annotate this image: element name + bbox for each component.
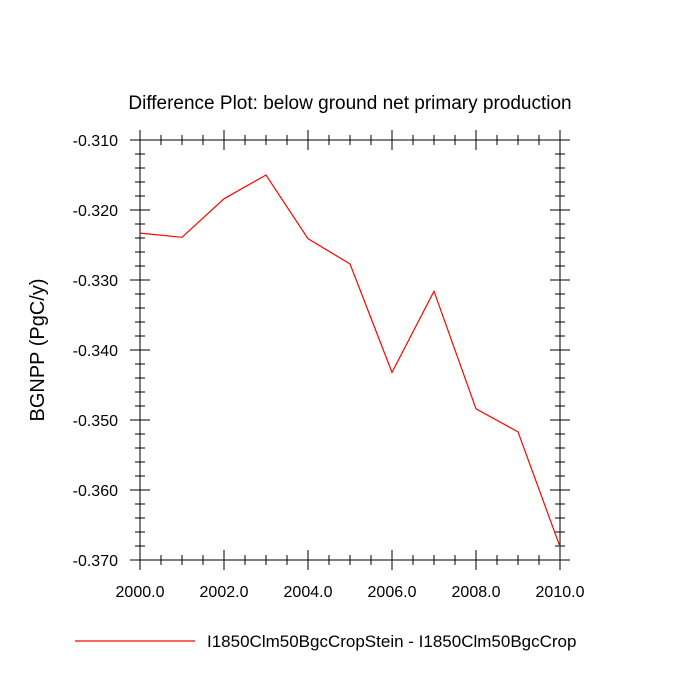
plot-frame <box>139 139 561 561</box>
y-axis-label: BGNPP (PgC/y) <box>27 279 49 422</box>
x-tick-label: 2000.0 <box>116 584 165 601</box>
x-tick-label: 2008.0 <box>452 584 501 601</box>
x-tick-label: 2010.0 <box>536 584 585 601</box>
series-group <box>139 174 561 547</box>
y-tick-label: -0.350 <box>73 413 118 430</box>
y-tick-label: -0.370 <box>73 553 118 570</box>
x-tick-label: 2002.0 <box>200 584 249 601</box>
y-tick-label: -0.360 <box>73 483 118 500</box>
y-tick-label: -0.320 <box>73 203 118 220</box>
axes: 2000.0 2002.0 2004.0 2006.0 2008.0 2010.0 -0.3… <box>73 130 585 601</box>
x-tick-label: 2006.0 <box>368 584 417 601</box>
legend: I1850Clm50BgcCropStein - I1850Clm50BgcCr… <box>75 632 576 651</box>
y-tick-label: -0.340 <box>73 343 118 360</box>
x-tick-label: 2004.0 <box>284 584 333 601</box>
chart-title: Difference Plot: below ground net primar… <box>128 93 571 114</box>
legend-label: I1850Clm50BgcCropStein - I1850Clm50BgcCr… <box>207 632 576 651</box>
series-line <box>139 174 561 547</box>
y-tick-label: -0.310 <box>73 133 118 150</box>
y-tick-label: -0.330 <box>73 273 118 290</box>
